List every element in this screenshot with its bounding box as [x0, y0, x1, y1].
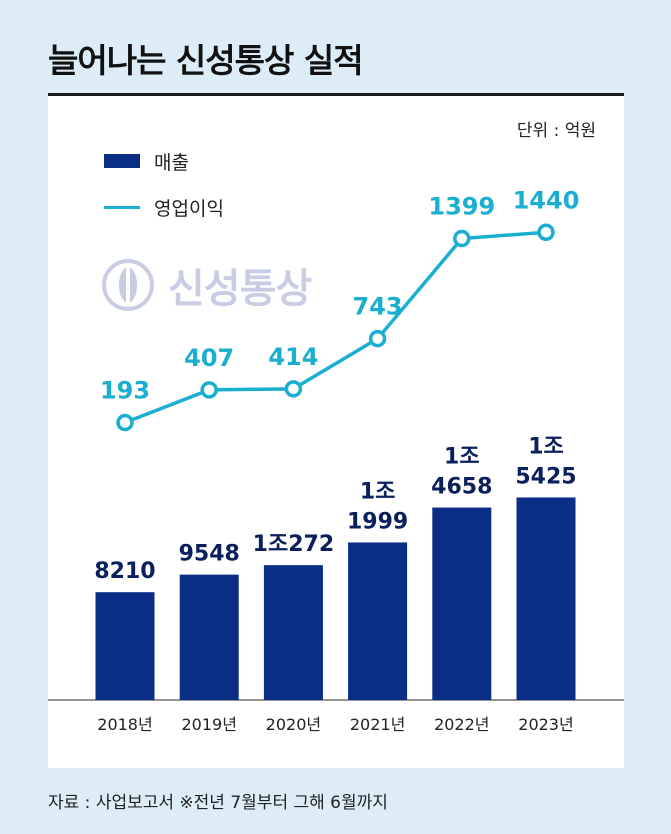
- operating-profit-label: 1440: [513, 186, 580, 214]
- x-tick-label: 2020년: [266, 715, 321, 734]
- bar-2019년: [179, 574, 239, 700]
- bar-2020년: [263, 565, 323, 700]
- bar-value-label: 1999: [347, 509, 408, 534]
- legend-label-sales: 매출: [154, 151, 189, 174]
- bar-value-label: 1조: [444, 445, 480, 470]
- bar-value-label: 8210: [94, 559, 155, 584]
- legend-label-operating-profit: 영업이익: [154, 197, 224, 220]
- combo-chart: 8210 2018년 9548 2019년 1조272 2020년 1조 1999 2021년 1…: [48, 186, 624, 734]
- operating-profit-point: [200, 381, 218, 399]
- x-tick-label: 2018년: [97, 715, 152, 734]
- operating-profit-label: 407: [184, 344, 234, 372]
- operating-profit-label: 414: [268, 343, 318, 371]
- bar-2021년: [348, 542, 408, 700]
- legend-item-operating-profit: 영업이익: [104, 194, 224, 220]
- operating-profit-point: [368, 329, 387, 348]
- operating-profit-line: [124, 230, 547, 425]
- operating-profit-point: [537, 223, 555, 242]
- operating-profit-point: [284, 380, 303, 398]
- operating-profit-label: 193: [100, 377, 150, 405]
- legend-item-sales: 매출: [104, 148, 224, 174]
- chart-title: 늘어나는 신성통상 실적: [48, 41, 364, 80]
- company-logo-icon: [102, 259, 154, 311]
- bar-value-label: 1조: [528, 434, 564, 459]
- bar-value-label: 5425: [515, 464, 576, 489]
- bar-2018년: [95, 592, 155, 700]
- bar-value-label: 9548: [179, 542, 240, 567]
- x-tick-label: 2021년: [350, 715, 405, 734]
- operating-profit-label: 1399: [428, 193, 495, 221]
- operating-profit-point: [453, 229, 471, 248]
- chart-panel: 단위 : 억원 매출 영업이익 신성통상 8210 2018년 9548 2019년 1…: [48, 96, 624, 768]
- bar-2022년: [432, 507, 492, 700]
- operating-profit-point: [116, 413, 134, 432]
- bar-value-label: 1조: [360, 479, 396, 504]
- x-tick-label: 2022년: [434, 715, 489, 734]
- legend-bar-swatch: [104, 154, 140, 168]
- source-note: 자료 : 사업보고서 ※전년 7월부터 그해 6월까지: [48, 793, 388, 813]
- x-tick-label: 2023년: [518, 715, 573, 734]
- legend: 매출 영업이익: [104, 148, 224, 240]
- legend-line-swatch: [104, 205, 140, 209]
- bar-value-label: 4658: [431, 475, 492, 500]
- company-watermark: 신성통상: [102, 256, 312, 314]
- unit-label: 단위 : 억원: [516, 121, 596, 141]
- x-tick-label: 2019년: [181, 715, 236, 734]
- bar-2023년: [516, 497, 576, 700]
- watermark-text: 신성통상: [168, 266, 312, 312]
- operating-profit-label: 743: [353, 293, 403, 321]
- title-divider: [48, 93, 624, 96]
- bar-value-label: 1조272: [253, 532, 334, 557]
